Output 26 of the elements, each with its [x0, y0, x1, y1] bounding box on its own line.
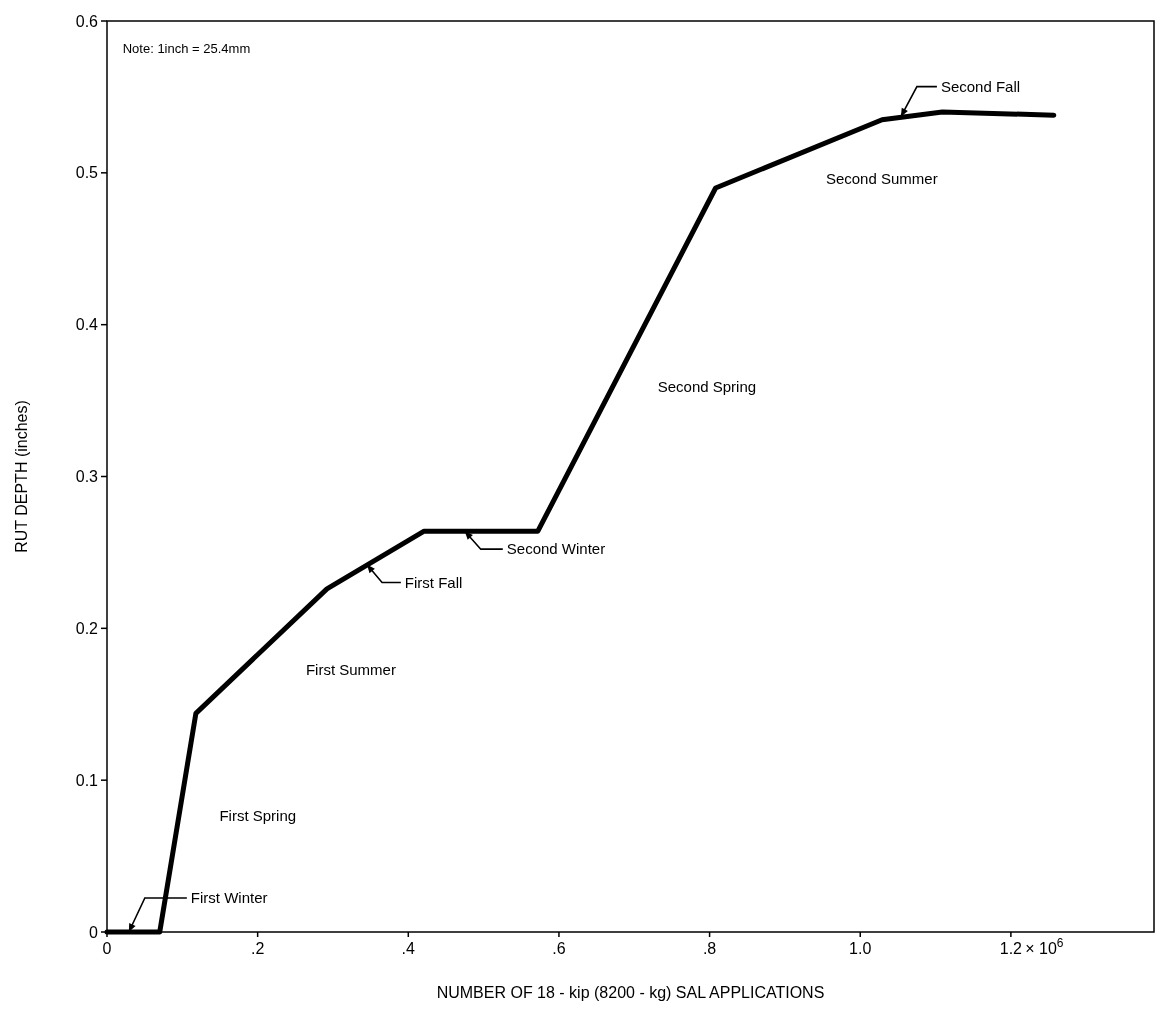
y-axis-title: RUT DEPTH (inches): [13, 400, 30, 553]
x-tick-label: .4: [401, 940, 416, 957]
annotation: Note: 1inch = 25.4mm: [122, 40, 251, 56]
y-tick-label: 0.3: [75, 468, 99, 486]
y-tick-label: 0.6: [75, 12, 99, 30]
annotation: First Winter: [190, 889, 268, 907]
x-tick-label: 0: [102, 940, 112, 957]
x-tick-label: .2: [250, 940, 265, 957]
y-tick-label: 0.5: [75, 164, 99, 182]
text: × 10$^{6}$: [1025, 936, 1064, 957]
y-tick-label: 0: [89, 923, 99, 941]
annotation: First Summer: [305, 660, 396, 678]
annotation: Second Winter: [506, 540, 606, 558]
annotation: Second Spring: [657, 378, 757, 396]
x-axis-title: NUMBER OF 18 - kip (8200 - kg) SAL APPLICATIONS: [436, 984, 825, 1001]
x-tick-label: 1.0: [849, 940, 872, 957]
annotation: First Spring: [219, 806, 297, 824]
annotation: First Fall: [404, 573, 463, 591]
annotation: Second Summer: [825, 169, 938, 187]
y-tick-label: 0.4: [75, 316, 99, 334]
y-tick-label: 0.2: [75, 619, 99, 637]
x-tick-label: .6: [552, 940, 566, 957]
y-tick-label: 0.1: [75, 771, 99, 789]
x-tick-label: .8: [702, 940, 717, 957]
annotation: Second Fall: [940, 77, 1021, 95]
x-tick-label: 1.2: [999, 940, 1023, 957]
